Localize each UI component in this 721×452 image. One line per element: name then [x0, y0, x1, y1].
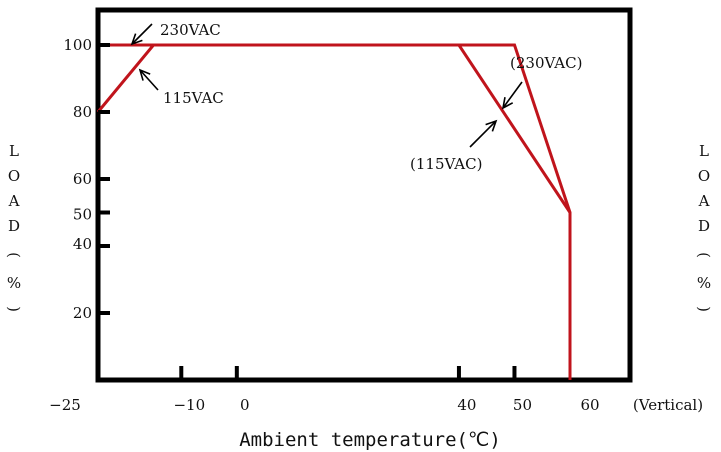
x-tick-label: −25 [49, 396, 81, 414]
annotation-label: (230VAC) [510, 54, 582, 72]
y-axis-label-right-char: % [697, 274, 711, 292]
annotation-arrowhead [138, 68, 151, 81]
annotation-label: 115VAC [163, 89, 224, 107]
plot-border [95, 7, 633, 383]
annotations: 230VAC 115VAC (230VAC) (115VAC) [130, 21, 582, 173]
y-axis-label-left-char: ( [5, 252, 23, 258]
y-axis-label-right-char: A [698, 192, 710, 210]
series-line-115vac [96, 43, 572, 214]
plot-frame [95, 7, 633, 383]
annotation-arrow [469, 120, 497, 148]
y-axis-label-left-char: D [8, 217, 20, 235]
series-layer [96, 43, 572, 380]
annotation-arrow [502, 81, 523, 109]
y-tick-label: 40 [73, 235, 92, 253]
y-axis-label-right-char: L [699, 142, 709, 160]
y-tick-label: 50 [73, 206, 92, 224]
y-tick-label: 60 [73, 170, 92, 188]
x-tick-suffix-label: (Vertical) [633, 396, 703, 414]
x-tick-label: 0 [240, 396, 250, 414]
axis-ticks: −25 −10 0 40 50 60 (Vertical) 20 40 50 60 80 100 [49, 36, 703, 414]
y-axis-label-left-char: % [7, 274, 21, 292]
y-tick-label: 80 [73, 103, 92, 121]
annotation-label: 230VAC [160, 21, 221, 39]
x-axis-label: Ambient temperature(℃) [239, 429, 501, 451]
y-axis-label-right-char: ( [695, 252, 713, 258]
annotation-arrow [131, 23, 153, 45]
x-tick-label: −10 [173, 396, 205, 414]
y-axis-label-left-char: L [9, 142, 19, 160]
annotation-label: (115VAC) [410, 155, 482, 173]
annotation-arrowhead [485, 119, 498, 132]
annotation-arrowhead [501, 97, 514, 110]
x-tick-label: 40 [457, 396, 476, 414]
x-tick-label: 50 [513, 396, 532, 414]
annotation-arrow [139, 69, 159, 91]
y-axis-label-right-char: D [698, 217, 710, 235]
y-axis-label-right-char: O [698, 167, 710, 185]
y-tick-label: 100 [63, 36, 92, 54]
annotation-arrowhead [130, 33, 143, 46]
y-axis-label-left-char: O [8, 167, 20, 185]
x-tick-label: 60 [580, 396, 599, 414]
y-tick-label: 20 [73, 304, 92, 322]
y-axis-label-left-char: ) [5, 306, 23, 312]
y-axis-label-left-char: A [8, 192, 20, 210]
y-axis-label-right-char: ) [695, 306, 713, 312]
